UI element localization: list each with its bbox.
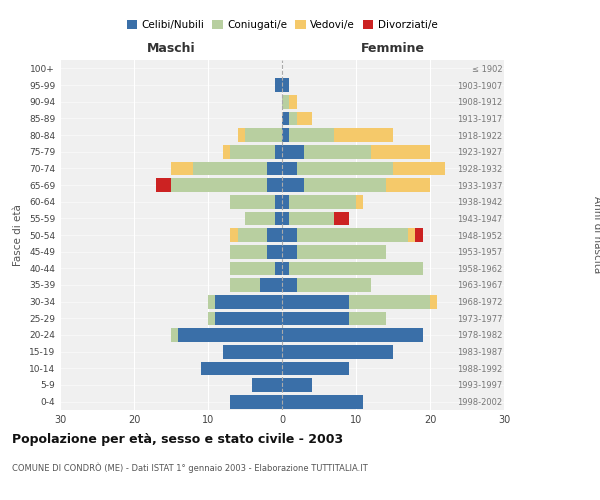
Bar xyxy=(282,95,289,108)
Bar xyxy=(282,145,304,158)
Bar xyxy=(289,112,297,125)
Bar xyxy=(267,228,282,242)
Bar xyxy=(230,278,260,292)
Bar xyxy=(230,262,275,275)
Bar xyxy=(289,128,334,142)
Bar xyxy=(282,312,349,325)
Bar xyxy=(171,162,193,175)
Bar xyxy=(282,262,289,275)
Bar xyxy=(282,128,289,142)
Bar xyxy=(223,345,282,358)
Bar xyxy=(356,195,364,208)
Bar xyxy=(282,228,297,242)
Text: Maschi: Maschi xyxy=(146,42,196,55)
Legend: Celibi/Nubili, Coniugati/e, Vedovi/e, Divorziati/e: Celibi/Nubili, Coniugati/e, Vedovi/e, Di… xyxy=(122,16,442,34)
Bar xyxy=(334,128,393,142)
Bar xyxy=(215,312,282,325)
Text: Femmine: Femmine xyxy=(361,42,425,55)
Bar xyxy=(230,395,282,408)
Bar xyxy=(275,78,282,92)
Bar xyxy=(304,145,371,158)
Bar xyxy=(208,295,215,308)
Bar xyxy=(171,178,267,192)
Bar xyxy=(282,362,349,375)
Bar xyxy=(282,278,297,292)
Bar xyxy=(297,112,311,125)
Bar xyxy=(238,228,267,242)
Text: Popolazione per età, sesso e stato civile - 2003: Popolazione per età, sesso e stato civil… xyxy=(12,432,343,446)
Bar xyxy=(282,328,422,342)
Bar xyxy=(297,162,393,175)
Text: COMUNE DI CONDRÒ (ME) - Dati ISTAT 1° gennaio 2003 - Elaborazione TUTTITALIA.IT: COMUNE DI CONDRÒ (ME) - Dati ISTAT 1° ge… xyxy=(12,462,368,473)
Bar xyxy=(282,395,364,408)
Text: Anni di nascita: Anni di nascita xyxy=(592,196,600,274)
Y-axis label: Fasce di età: Fasce di età xyxy=(13,204,23,266)
Bar xyxy=(230,245,267,258)
Bar xyxy=(386,178,430,192)
Bar xyxy=(156,178,171,192)
Bar xyxy=(371,145,430,158)
Bar xyxy=(282,178,304,192)
Bar xyxy=(267,178,282,192)
Bar xyxy=(260,278,282,292)
Bar xyxy=(304,178,386,192)
Bar xyxy=(238,128,245,142)
Bar xyxy=(282,295,349,308)
Bar xyxy=(289,195,356,208)
Bar xyxy=(282,195,289,208)
Bar xyxy=(289,212,334,225)
Bar xyxy=(171,328,178,342)
Bar xyxy=(193,162,267,175)
Bar xyxy=(200,362,282,375)
Bar xyxy=(282,212,289,225)
Bar xyxy=(267,245,282,258)
Bar xyxy=(245,212,275,225)
Bar xyxy=(282,345,393,358)
Bar xyxy=(230,145,275,158)
Bar xyxy=(282,162,297,175)
Bar xyxy=(178,328,282,342)
Bar xyxy=(275,262,282,275)
Bar xyxy=(297,245,386,258)
Bar xyxy=(297,278,371,292)
Bar xyxy=(349,295,430,308)
Bar xyxy=(230,228,238,242)
Bar xyxy=(408,228,415,242)
Bar xyxy=(223,145,230,158)
Bar xyxy=(267,162,282,175)
Bar xyxy=(349,312,386,325)
Bar xyxy=(282,245,297,258)
Bar xyxy=(215,295,282,308)
Bar xyxy=(282,78,289,92)
Bar xyxy=(393,162,445,175)
Bar xyxy=(275,195,282,208)
Bar xyxy=(275,145,282,158)
Bar xyxy=(297,228,408,242)
Bar xyxy=(275,212,282,225)
Bar xyxy=(230,195,275,208)
Bar xyxy=(253,378,282,392)
Bar xyxy=(289,262,422,275)
Bar xyxy=(208,312,215,325)
Bar xyxy=(289,95,297,108)
Bar xyxy=(415,228,422,242)
Bar xyxy=(430,295,437,308)
Bar xyxy=(334,212,349,225)
Bar xyxy=(282,378,311,392)
Bar xyxy=(245,128,282,142)
Bar xyxy=(282,112,289,125)
